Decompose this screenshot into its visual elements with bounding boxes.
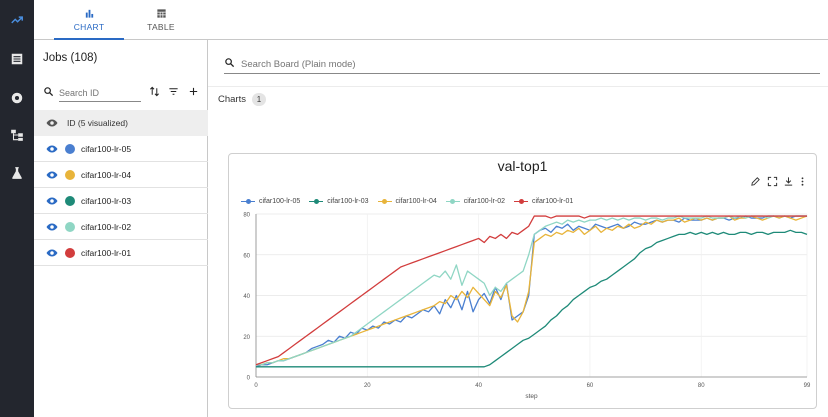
job-search-input[interactable] [59,84,141,102]
id-column-header[interactable]: ID (5 visualized) [34,110,208,136]
main-board: Charts 1 val-top1 cifar100-lr-05 cifar10… [208,40,828,417]
x-tick-label: 40 [475,383,482,389]
legend-item[interactable]: cifar100-lr-01 [514,198,573,205]
filter-icon[interactable] [168,86,179,97]
legend-swatch [241,198,255,204]
job-row[interactable]: cifar100-lr-02 [34,214,208,240]
eye-icon[interactable] [46,221,58,233]
y-tick-label: 40 [243,294,250,300]
job-row[interactable]: cifar100-lr-03 [34,188,208,214]
job-color-dot [65,169,75,180]
y-tick-label: 0 [247,376,251,382]
chart-legend: cifar100-lr-05 cifar100-lr-03 cifar100-l… [241,196,582,206]
tab-chart-label: CHART [73,22,105,32]
board-search-input[interactable] [241,56,801,72]
tab-table-label: TABLE [147,22,175,32]
y-tick-label: 80 [243,213,250,219]
x-tick-label: 99 [804,383,811,389]
job-color-dot [65,195,75,206]
sort-icon[interactable] [149,86,160,97]
y-tick-label: 60 [243,253,250,259]
legend-swatch [309,198,324,204]
series-line [256,215,808,366]
active-tab-indicator [54,38,124,40]
fullscreen-icon[interactable] [767,176,778,187]
tab-chart[interactable]: CHART [54,0,124,40]
search-icon [225,58,235,68]
job-search-row [43,84,203,102]
x-axis-label: step [525,393,538,400]
x-tick-label: 80 [698,383,705,389]
legend-item[interactable]: cifar100-lr-02 [445,197,505,205]
series-line [255,215,807,366]
legend-item[interactable]: cifar100-lr-05 [241,198,300,205]
more-vert-icon[interactable] [797,176,808,187]
eye-icon[interactable] [46,247,58,259]
chart-title: val-top1 [497,158,548,174]
download-icon[interactable] [783,176,794,187]
chart-card: val-top1 cifar100-lr-05 cifar100-lr-03 c… [228,153,817,409]
legend-label: cifar100-lr-02 [463,197,505,205]
job-name: cifar100-lr-03 [81,195,132,206]
legend-item[interactable]: cifar100-lr-03 [309,197,369,205]
list-icon[interactable] [0,42,34,76]
charts-section-label: Charts [218,94,246,105]
flask-icon[interactable] [0,156,34,190]
table-icon [156,9,166,18]
x-tick-label: 0 [254,383,258,389]
search-icon [44,87,54,97]
job-color-dot [65,221,75,232]
add-icon[interactable] [188,86,199,97]
id-header-label: ID (5 visualized) [67,118,128,128]
tab-table[interactable]: TABLE [126,0,196,40]
job-row[interactable]: cifar100-lr-01 [34,240,208,266]
eye-icon[interactable] [46,195,58,207]
left-rail [0,0,34,417]
legend-label: cifar100-lr-05 [259,197,301,205]
job-name: cifar100-lr-02 [81,221,132,232]
legend-item[interactable]: cifar100-lr-04 [377,197,437,205]
job-color-dot [65,247,75,258]
series-line [256,215,807,366]
job-row[interactable]: cifar100-lr-04 [34,162,208,188]
series-line [255,215,807,368]
top-tab-bar: CHART TABLE [34,0,828,40]
job-name: cifar100-lr-04 [81,169,132,180]
board-search [224,54,820,74]
legend-label: cifar100-lr-01 [532,197,574,205]
bar-chart-icon [85,9,93,18]
eye-icon[interactable] [46,169,58,181]
series-line [256,229,808,368]
trend-icon[interactable] [0,3,34,37]
divider [208,86,828,87]
legend-swatch [377,198,392,204]
hierarchy-icon[interactable] [0,118,34,152]
job-name: cifar100-lr-05 [81,143,132,154]
jobs-title: Jobs (108) [43,52,98,64]
line-chart: 0 20 40 60 80 0 20 40 60 80 99 step [243,213,811,401]
legend-swatch [514,198,528,204]
job-row[interactable]: cifar100-lr-05 [34,136,208,162]
eye-icon[interactable] [46,143,58,155]
y-tick-label: 20 [243,335,250,341]
legend-label: cifar100-lr-03 [327,197,369,205]
job-color-dot [65,143,75,154]
job-name: cifar100-lr-01 [81,247,132,258]
eye-icon[interactable] [46,117,58,129]
edit-icon[interactable] [750,176,761,187]
charts-count-badge: 1 [252,93,266,106]
x-tick-label: 20 [364,383,371,389]
legend-label: cifar100-lr-04 [395,197,437,205]
jobs-panel: Jobs (108) ID (5 visualized) cifar100-lr… [34,40,208,417]
circle-icon[interactable] [0,81,34,115]
legend-swatch [445,198,460,204]
x-tick-label: 60 [587,383,594,389]
